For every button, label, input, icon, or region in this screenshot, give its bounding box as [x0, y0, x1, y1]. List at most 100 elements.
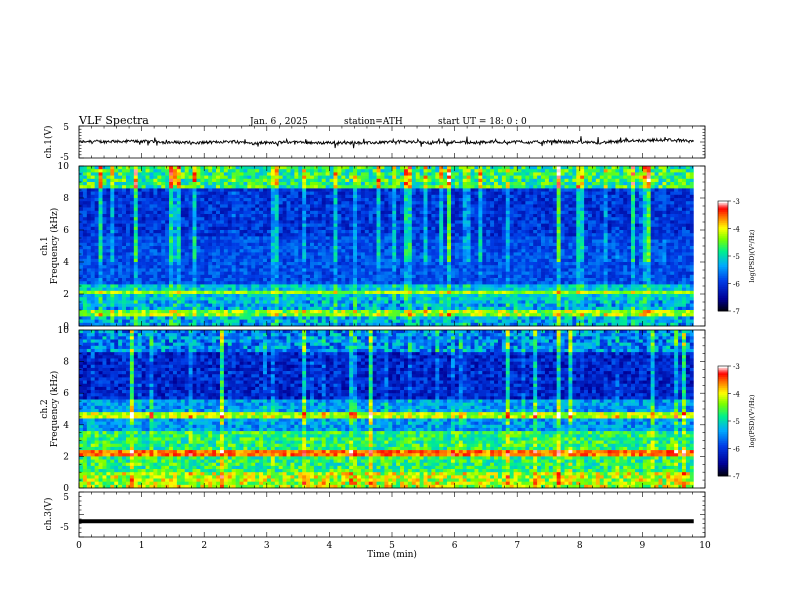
spectrogram-cell [533, 185, 538, 189]
spectrogram-cell [79, 230, 84, 234]
spectrogram-cell [654, 172, 659, 176]
spectrogram-cell [646, 198, 651, 202]
spectrogram-cell [541, 236, 546, 240]
spectrogram-cell [411, 252, 417, 256]
spectrogram-cell [447, 214, 452, 218]
spectrogram-cell [588, 175, 593, 180]
spectrogram-cell [670, 188, 675, 192]
spectrogram-cell [110, 166, 115, 170]
spectrogram-cell [172, 175, 178, 180]
spectrogram-cell [102, 249, 107, 253]
spectrogram-cell [184, 239, 189, 244]
spectrogram-cell [403, 214, 409, 218]
spectrogram-cell [219, 223, 225, 228]
spectrogram-cell [568, 172, 573, 176]
spectrogram-cell [106, 175, 111, 180]
spectrogram-cell [482, 169, 487, 173]
spectrogram-cell [286, 217, 291, 221]
spectrogram-cell [102, 198, 107, 202]
spectrogram-cell [333, 236, 338, 240]
spectrogram-cell [427, 230, 432, 234]
spectrogram-cell [353, 249, 358, 253]
spectrogram-cell [153, 214, 158, 218]
spectrogram-cell [580, 201, 585, 205]
spectrogram-cell [122, 233, 127, 237]
spectrogram-cell [290, 220, 295, 224]
spectrogram-cell [619, 198, 624, 202]
spectrogram-cell [501, 226, 507, 231]
spectrogram-cell [681, 242, 687, 247]
spectrogram-cell [321, 198, 326, 202]
spectrogram-cell [392, 191, 397, 196]
spectrogram-cell [560, 239, 565, 244]
spectrogram-cell [204, 182, 209, 186]
spectrogram-cell [282, 191, 287, 196]
spectrogram-cell [646, 262, 651, 266]
spectrogram-cell [274, 246, 279, 250]
spectrogram-cell [384, 239, 389, 244]
spectrogram-cell [98, 210, 103, 215]
spectrogram-cell [349, 169, 354, 173]
ch1-spectrogram-image [79, 166, 705, 327]
spectrogram-cell [247, 230, 252, 234]
spectrogram-cell [505, 191, 511, 196]
spectrogram-cell [674, 166, 679, 170]
spectrogram-cell [490, 255, 495, 260]
spectrogram-cell [584, 214, 589, 218]
spectrogram-cell [333, 220, 338, 224]
spectrogram-cell [388, 246, 393, 250]
spectrogram-cell [662, 239, 667, 244]
spectrogram-cell [513, 249, 518, 253]
spectrogram-cell [631, 233, 636, 237]
spectrogram-cell [133, 230, 139, 234]
spectrogram-cell [505, 210, 511, 215]
spectrogram-cell [654, 220, 659, 224]
spectrogram-cell [345, 204, 350, 208]
spectrogram-cell [129, 188, 135, 192]
spectrogram-cell [290, 182, 295, 186]
spectrogram-cell [564, 233, 569, 237]
spectrogram-cell [415, 214, 420, 218]
spectrogram-cell [388, 204, 393, 208]
spectrogram-cell [568, 262, 573, 266]
spectrogram-cell [454, 242, 460, 247]
spectrogram-cell [466, 223, 471, 228]
spectrogram-cell [243, 182, 248, 186]
spectrogram-cell [548, 210, 554, 215]
spectrogram-cell [114, 258, 119, 263]
spectrogram-cell [544, 210, 550, 215]
spectrogram-cell [270, 242, 276, 247]
spectrogram-cell [541, 185, 546, 189]
spectrogram-cell [631, 217, 636, 221]
spectrogram-cell [157, 220, 162, 224]
spectrogram-cell [231, 242, 236, 247]
spectrogram-cell [685, 210, 691, 215]
spectrogram-cell [513, 255, 518, 260]
spectrogram-cell [153, 262, 158, 266]
spectrogram-cell [384, 207, 389, 212]
spectrogram-cell [235, 201, 240, 205]
spectrogram-cell [603, 178, 608, 183]
spectrogram-cell [337, 185, 342, 189]
spectrogram-cell [638, 239, 644, 244]
spectrogram-cell [454, 220, 460, 224]
spectrogram-cell [689, 210, 695, 215]
spectrogram-cell [251, 207, 256, 212]
spectrogram-cell [317, 233, 323, 237]
spectrogram-cell [239, 182, 244, 186]
spectrogram-cell [239, 236, 244, 240]
spectrogram-cell [658, 201, 663, 205]
spectrogram-cell [443, 252, 448, 256]
spectrogram-cell [505, 175, 511, 180]
spectrogram-cell [376, 236, 381, 240]
spectrogram-cell [133, 210, 139, 215]
spectrogram-cell [431, 166, 436, 170]
spectrogram-cell [192, 172, 197, 176]
spectrogram-cell [149, 204, 154, 208]
spectrogram-cell [482, 207, 487, 212]
spectrogram-cell [192, 207, 197, 212]
spectrogram-cell [572, 185, 577, 189]
spectrogram-cell [161, 246, 166, 250]
spectrogram-cell [282, 226, 287, 231]
spectrogram-cell [129, 172, 135, 176]
